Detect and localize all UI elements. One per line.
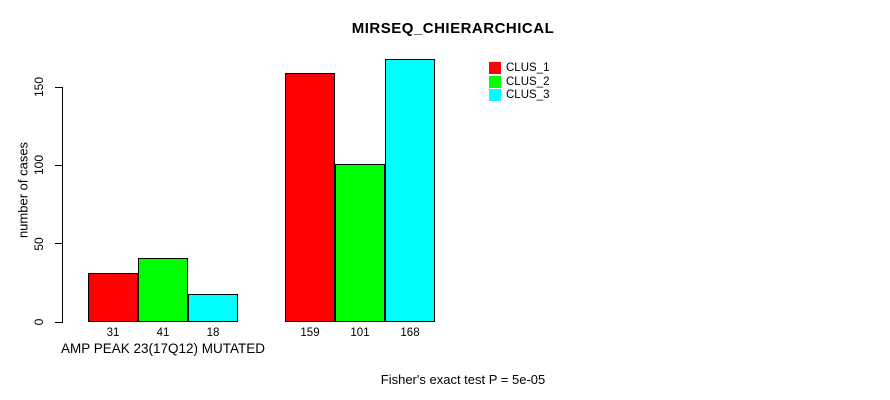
legend-label: CLUS_1 <box>506 62 550 74</box>
bar-clus_3-group1 <box>188 293 238 322</box>
bar-clus_1-group1 <box>88 273 138 322</box>
y-tick-mark <box>55 321 62 323</box>
bar-value-label: 101 <box>350 327 370 339</box>
bar-clus_2-group2 <box>335 163 385 322</box>
legend-swatch-icon <box>489 62 501 74</box>
y-tick-label: 50 <box>32 236 46 251</box>
y-tick-label: 150 <box>32 76 46 98</box>
bar-value-label: 41 <box>156 327 170 339</box>
y-tick-mark <box>55 243 62 245</box>
legend-item: CLUS_3 <box>489 89 549 101</box>
x-axis-category-label: AMP PEAK 23(17Q12) MUTATED <box>60 341 266 356</box>
chart-title: MIRSEQ_CHIERARCHICAL <box>351 20 555 37</box>
legend-item: CLUS_1 <box>489 62 549 74</box>
y-axis-line <box>62 87 63 323</box>
bar-value-label: 18 <box>206 327 220 339</box>
bar-value-label: 31 <box>106 327 120 339</box>
bar-value-label: 168 <box>400 327 420 339</box>
y-tick-mark <box>55 86 62 88</box>
legend-item: CLUS_2 <box>489 75 550 88</box>
footnote: Fisher's exact test P = 5e-05 <box>380 372 546 387</box>
bar-clus_3-group2 <box>385 58 435 322</box>
y-tick-label: 100 <box>32 155 46 176</box>
legend-label: CLUS_3 <box>506 89 550 101</box>
bar-clus_1-group2 <box>285 72 335 322</box>
y-tick-label: 0 <box>32 318 46 326</box>
y-tick-mark <box>55 164 62 166</box>
bar-value-label: 159 <box>300 327 320 339</box>
legend-swatch-icon <box>489 89 501 101</box>
legend: CLUS_1 CLUS_2 CLUS_3 <box>489 62 549 103</box>
legend-swatch-icon <box>489 75 501 88</box>
bar-clus_2-group1 <box>138 257 188 322</box>
legend-label: CLUS_2 <box>506 75 550 88</box>
y-axis-label: number of cases <box>15 141 31 239</box>
